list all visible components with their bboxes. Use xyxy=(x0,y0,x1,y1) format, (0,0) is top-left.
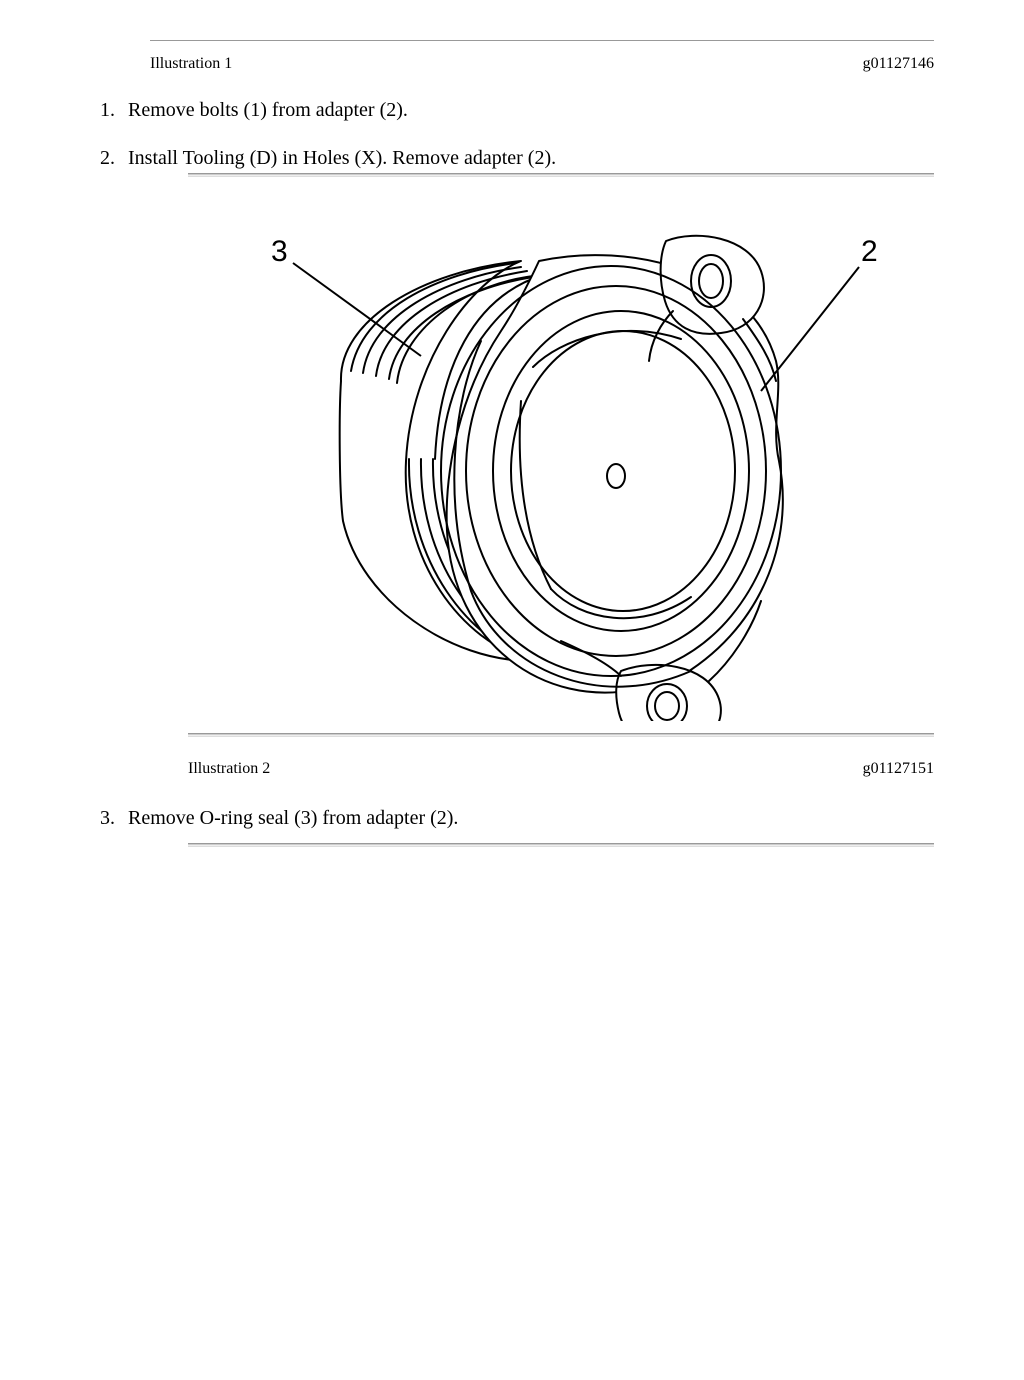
callout-2-leader xyxy=(761,267,859,391)
rule-above-illus1 xyxy=(150,40,934,41)
rule-below-figure xyxy=(188,733,934,737)
step-3: Remove O-ring seal (3) from adapter (2). xyxy=(120,803,934,847)
step-1: Remove bolts (1) from adapter (2). xyxy=(120,95,934,125)
rule-after-step3 xyxy=(188,843,934,847)
step-1-text: Remove bolts (1) from adapter (2). xyxy=(128,99,408,121)
illustration1-label: Illustration 1 xyxy=(150,55,232,73)
figure-2-block: 3 2 Illustration 2 g01127151 xyxy=(188,173,934,781)
top-ear xyxy=(661,236,764,334)
step-2-text: Install Tooling (D) in Holes (X). Remove… xyxy=(128,147,556,169)
rule-above-figure xyxy=(188,173,934,177)
callout-2-label: 2 xyxy=(861,235,878,268)
trailing-rule-wrap xyxy=(188,843,934,847)
illustration2-label: Illustration 2 xyxy=(188,757,270,781)
illustration2-caption-row: Illustration 2 g01127151 xyxy=(188,757,934,781)
illustration1-code: g01127146 xyxy=(863,55,934,73)
callout-3-leader xyxy=(293,263,421,356)
step-2: Install Tooling (D) in Holes (X). Remove… xyxy=(120,143,934,781)
step-3-text: Remove O-ring seal (3) from adapter (2). xyxy=(128,807,458,829)
callout-3-label: 3 xyxy=(271,235,288,268)
adapter-diagram: 3 2 xyxy=(221,201,901,721)
steps-list: Remove bolts (1) from adapter (2). Insta… xyxy=(90,95,934,847)
illustration2-code: g01127151 xyxy=(863,757,934,781)
illustration1-caption-row: Illustration 1 g01127146 xyxy=(150,55,934,73)
